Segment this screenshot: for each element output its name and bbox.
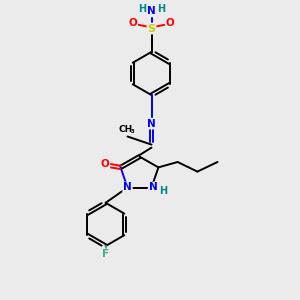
Text: N: N bbox=[148, 182, 158, 193]
Text: N: N bbox=[147, 118, 156, 129]
Text: N: N bbox=[123, 182, 132, 193]
Text: O: O bbox=[100, 159, 109, 169]
Text: H: H bbox=[157, 4, 165, 14]
Text: H: H bbox=[159, 186, 167, 196]
Text: O: O bbox=[166, 18, 175, 28]
Text: N: N bbox=[147, 6, 156, 16]
Text: S: S bbox=[148, 23, 155, 34]
Text: O: O bbox=[128, 18, 137, 28]
Text: H: H bbox=[138, 4, 146, 14]
Text: ₃: ₃ bbox=[131, 126, 135, 135]
Text: F: F bbox=[102, 249, 109, 260]
Text: CH: CH bbox=[119, 124, 133, 134]
